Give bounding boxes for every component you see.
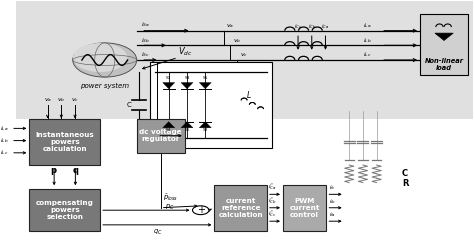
Text: C: C xyxy=(127,102,131,108)
Text: dc voltage
regulator: dc voltage regulator xyxy=(139,129,182,142)
Text: $i_{fb}$: $i_{fb}$ xyxy=(328,197,336,206)
Text: $v_b$: $v_b$ xyxy=(57,96,65,104)
Text: +: + xyxy=(197,205,205,215)
Text: $\bar{p}_{loss}$: $\bar{p}_{loss}$ xyxy=(163,192,178,203)
Text: $i_{fc}$: $i_{fc}$ xyxy=(328,184,336,192)
Text: $i_{Ca}$: $i_{Ca}$ xyxy=(321,22,329,31)
Text: $i_{Cc}$: $i_{Cc}$ xyxy=(294,22,302,31)
Circle shape xyxy=(73,43,137,77)
Polygon shape xyxy=(163,82,174,89)
Text: S2: S2 xyxy=(202,128,208,132)
Text: S3: S3 xyxy=(184,76,190,80)
Text: $v_a$: $v_a$ xyxy=(44,96,52,104)
Text: S6: S6 xyxy=(184,128,190,132)
Polygon shape xyxy=(181,82,193,89)
FancyBboxPatch shape xyxy=(420,14,468,75)
Circle shape xyxy=(73,43,128,72)
FancyBboxPatch shape xyxy=(137,119,185,153)
Text: $i_{Lb}$: $i_{Lb}$ xyxy=(363,36,372,45)
Polygon shape xyxy=(200,82,211,89)
Polygon shape xyxy=(200,122,211,128)
Text: $q_C$: $q_C$ xyxy=(153,228,162,237)
Text: $i_{La}$: $i_{La}$ xyxy=(0,124,9,133)
Polygon shape xyxy=(181,122,193,128)
Text: $i_{Lc}$: $i_{Lc}$ xyxy=(363,50,372,59)
Text: $i_{Lc}$: $i_{Lc}$ xyxy=(0,148,9,157)
Text: S4: S4 xyxy=(166,128,172,132)
Text: $v_c$: $v_c$ xyxy=(71,96,79,104)
Text: C: C xyxy=(402,169,408,178)
Text: L: L xyxy=(246,91,251,100)
Text: $i_{Lb}$: $i_{Lb}$ xyxy=(0,136,9,145)
Text: $p_C$: $p_C$ xyxy=(165,203,174,212)
FancyBboxPatch shape xyxy=(29,119,100,165)
Text: S5: S5 xyxy=(202,76,208,80)
Text: $i^*_{Cb}$: $i^*_{Cb}$ xyxy=(268,195,276,206)
Text: $v_a$: $v_a$ xyxy=(226,22,234,30)
Text: $i_{Sa}$: $i_{Sa}$ xyxy=(141,20,150,29)
Text: Non-linear
load: Non-linear load xyxy=(425,58,464,71)
Text: $i^*_{Ca}$: $i^*_{Ca}$ xyxy=(268,182,276,192)
Text: $V_{dc}$: $V_{dc}$ xyxy=(178,45,192,58)
Text: $\mathbf{q}$: $\mathbf{q}$ xyxy=(72,166,79,177)
Text: power system: power system xyxy=(80,83,129,89)
FancyBboxPatch shape xyxy=(150,62,272,148)
Text: $\mathbf{p}$: $\mathbf{p}$ xyxy=(50,166,58,177)
Text: $i_{Sb}$: $i_{Sb}$ xyxy=(141,36,150,45)
Text: $i^*_{Cc}$: $i^*_{Cc}$ xyxy=(268,208,276,219)
Text: current
reference
calculation: current reference calculation xyxy=(219,198,263,218)
Text: S1: S1 xyxy=(166,76,172,80)
Text: $i_{La}$: $i_{La}$ xyxy=(363,21,372,30)
Text: $v_b$: $v_b$ xyxy=(233,37,241,45)
FancyBboxPatch shape xyxy=(283,185,327,231)
Text: $i_{fa}$: $i_{fa}$ xyxy=(328,210,336,219)
Text: $i_{Cb}$: $i_{Cb}$ xyxy=(308,22,316,31)
FancyBboxPatch shape xyxy=(29,189,100,231)
FancyBboxPatch shape xyxy=(214,185,267,231)
Text: PWM
current
control: PWM current control xyxy=(290,198,320,218)
Text: R: R xyxy=(402,179,408,188)
Polygon shape xyxy=(163,122,174,128)
FancyBboxPatch shape xyxy=(16,1,473,119)
Text: $v_c$: $v_c$ xyxy=(239,51,247,59)
Polygon shape xyxy=(435,33,453,41)
Circle shape xyxy=(192,206,209,215)
Text: compensating
powers
selection: compensating powers selection xyxy=(36,200,94,220)
Text: $i_{Sc}$: $i_{Sc}$ xyxy=(141,50,150,59)
Text: instantaneous
powers
calculation: instantaneous powers calculation xyxy=(36,132,94,152)
